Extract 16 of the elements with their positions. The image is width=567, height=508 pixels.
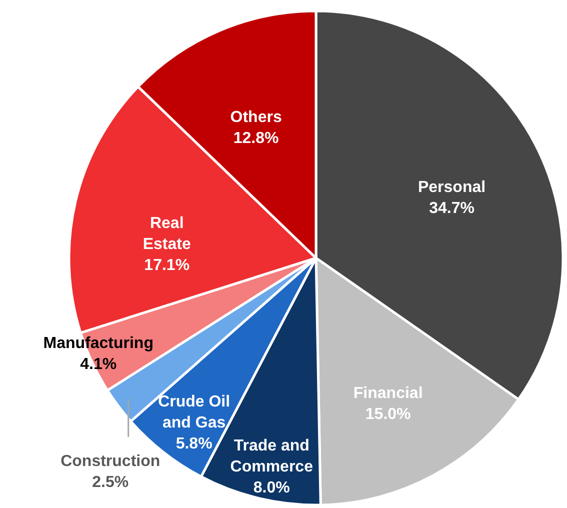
- data-label: 8.0%: [253, 479, 290, 496]
- slice-label: Financial: [353, 385, 423, 402]
- data-label: 34.7%: [429, 200, 474, 218]
- data-label: 15.0%: [365, 406, 411, 424]
- slice-label: Real Estate: [142, 215, 191, 254]
- slice-label: Construction: [60, 452, 160, 470]
- data-label: 2.5%: [92, 474, 129, 491]
- slice-label: Crude Oil and Gas: [158, 394, 230, 432]
- data-label: 12.8%: [233, 130, 279, 148]
- slice-label: Manufacturing: [43, 335, 154, 352]
- slice-label: Trade and Commerce: [230, 437, 314, 476]
- slice-label: Others: [230, 109, 282, 126]
- data-label: 5.8%: [176, 436, 212, 453]
- slice-label: Personal: [418, 179, 486, 196]
- data-label: 17.1%: [144, 257, 190, 274]
- data-label: 4.1%: [80, 356, 117, 374]
